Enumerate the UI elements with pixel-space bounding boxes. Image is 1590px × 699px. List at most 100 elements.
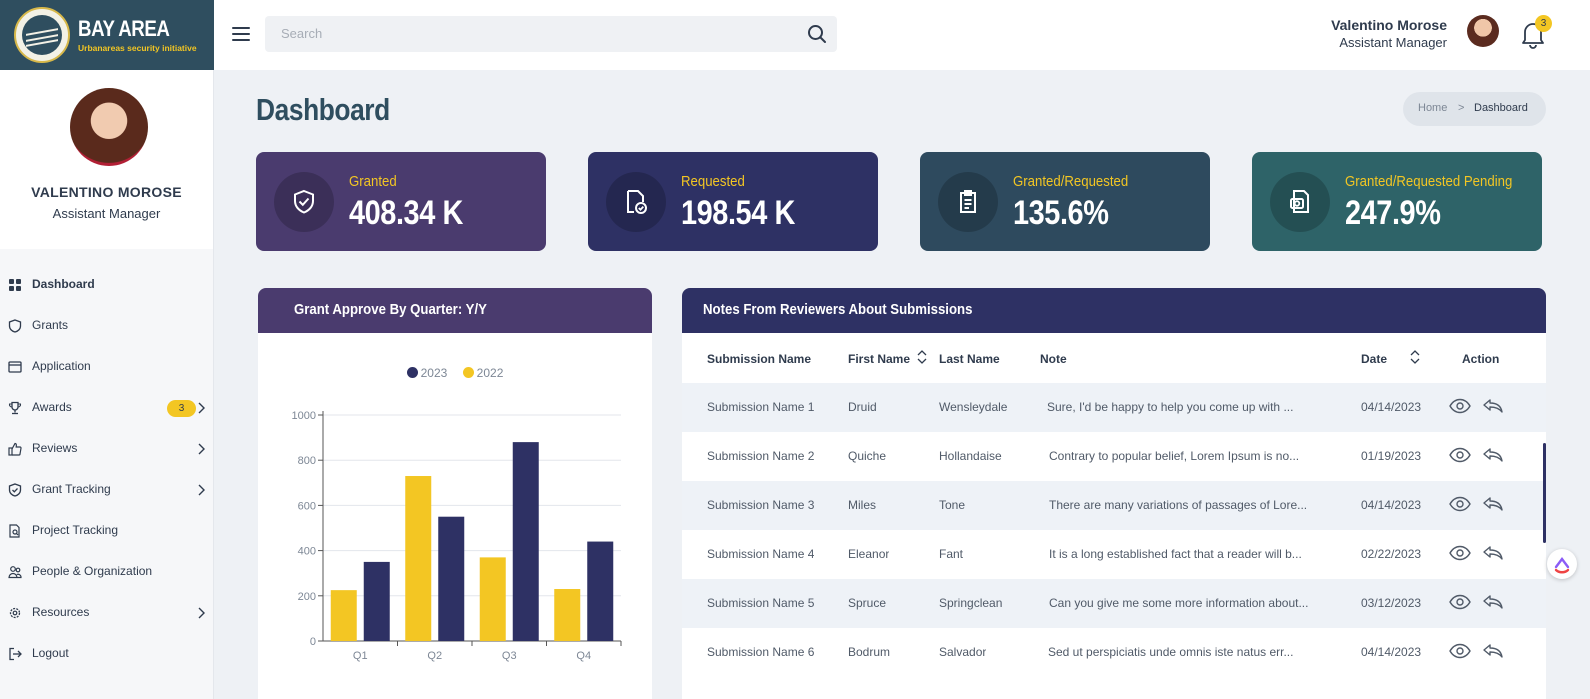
eye-icon[interactable] (1449, 545, 1471, 561)
table-row[interactable]: Submission Name 4 Eleanor Fant It is a l… (682, 530, 1546, 579)
stat-icon-circle (1270, 172, 1330, 232)
eye-icon[interactable] (1449, 594, 1471, 610)
bar-2022-q3 (479, 557, 506, 641)
table-row[interactable]: Submission Name 2 Quiche Hollandaise Con… (682, 432, 1546, 481)
chevron-right-icon[interactable] (197, 607, 205, 619)
cell-note: Contrary to popular belief, Lorem Ipsum … (1049, 449, 1300, 463)
x-tick-label: Q4 (576, 650, 591, 662)
column-header-action: Action (1462, 352, 1500, 366)
page-title: Dashboard (256, 92, 390, 127)
header-avatar[interactable] (1467, 15, 1499, 47)
bar-2023-q3 (512, 442, 539, 641)
reply-icon[interactable] (1482, 643, 1504, 659)
sidebar-item-project-tracking[interactable]: Project Tracking (0, 511, 213, 551)
column-header-date[interactable]: Date (1361, 352, 1388, 366)
brand-logo-icon (14, 7, 70, 63)
column-header-last-name[interactable]: Last Name (939, 352, 1000, 366)
legend-item-2023[interactable]: 2023 (406, 366, 447, 380)
chevron-right-icon[interactable] (197, 443, 205, 455)
brand-title: BAY AREA (78, 16, 170, 41)
reply-icon[interactable] (1482, 545, 1504, 561)
bar-2023-q1 (363, 561, 390, 641)
reply-icon[interactable] (1482, 447, 1504, 463)
brand-subtitle: Urbanareas security initiative (78, 43, 197, 53)
cell-submission: Submission Name 2 (707, 449, 815, 463)
bar-2023-q2 (438, 516, 465, 641)
profile-avatar (70, 88, 148, 166)
y-tick-label: 800 (298, 455, 316, 467)
table-row[interactable]: Submission Name 6 Bodrum Salvador Sed ut… (682, 628, 1546, 677)
sort-icon[interactable] (1410, 349, 1420, 365)
stat-card-granted-requested-pending[interactable]: Granted/Requested Pending 247.9% (1252, 152, 1542, 251)
breadcrumb-current: Dashboard (1474, 102, 1528, 114)
sort-icon[interactable] (917, 349, 927, 365)
column-header-submission-name[interactable]: Submission Name (707, 352, 812, 366)
legend-item-2022[interactable]: 2022 (462, 366, 504, 380)
stat-card-granted[interactable]: Granted 408.34 K (256, 152, 546, 251)
y-tick-label: 400 (298, 546, 316, 558)
header-user-name[interactable]: Valentino Morose (1331, 17, 1447, 33)
sidebar-item-label: People & Organization (32, 564, 153, 578)
chart-card: Grant Approve By Quarter: Y/Y 2023 2022 … (258, 288, 652, 699)
brand-block[interactable]: BAY AREA Urbanareas security initiative (0, 0, 214, 70)
reply-icon[interactable] (1482, 594, 1504, 610)
floating-help-button[interactable] (1547, 549, 1577, 579)
clickup-logo-icon (1554, 557, 1570, 574)
cell-submission: Submission Name 4 (707, 547, 815, 561)
profile-role: Assistant Manager (52, 206, 161, 221)
y-tick-label: 0 (310, 636, 316, 648)
reply-icon[interactable] (1482, 496, 1504, 512)
stat-label: Granted (349, 173, 397, 190)
cell-submission: Submission Name 1 (707, 400, 815, 414)
sidebar-item-awards[interactable]: Awards 3 (0, 388, 213, 428)
column-header-note[interactable]: Note (1040, 352, 1067, 366)
menu-icon[interactable] (232, 27, 250, 41)
shield-icon (8, 319, 22, 333)
eye-icon[interactable] (1449, 398, 1471, 414)
sidebar-item-resources[interactable]: Resources (0, 593, 213, 633)
breadcrumb-separator: > (1458, 102, 1465, 114)
cell-first-name: Eleanor (848, 547, 890, 561)
chevron-right-icon[interactable] (197, 484, 205, 496)
eye-icon[interactable] (1449, 643, 1471, 659)
cell-last-name: Fant (939, 547, 964, 561)
cell-submission: Submission Name 6 (707, 645, 815, 659)
column-header-first-name[interactable]: First Name (848, 352, 911, 366)
profile-card: VALENTINO MOROSE Assistant Manager (0, 70, 213, 249)
bar-2022-q2 (405, 476, 432, 641)
sidebar-item-people-organization[interactable]: People & Organization (0, 552, 213, 592)
sidebar-item-label: Dashboard (32, 277, 95, 291)
cell-last-name: Tone (939, 498, 966, 512)
sidebar-item-logout[interactable]: Logout (0, 634, 213, 674)
notes-table-card: Notes From Reviewers About Submissions S… (682, 288, 1546, 699)
table-row[interactable]: Submission Name 3 Miles Tone There are m… (682, 481, 1546, 530)
browser-window-icon (8, 361, 22, 373)
sidebar-item-label: Reviews (32, 441, 78, 455)
breadcrumb-home-link[interactable]: Home (1418, 102, 1448, 114)
sidebar-item-grant-tracking[interactable]: Grant Tracking (0, 470, 213, 510)
legend-label-2022: 2022 (476, 366, 504, 380)
stat-label: Granted/Requested Pending (1345, 173, 1513, 190)
eye-icon[interactable] (1449, 447, 1471, 463)
chevron-right-icon[interactable] (197, 402, 205, 414)
sidebar-item-reviews[interactable]: Reviews (0, 429, 213, 469)
sidebar-item-dashboard[interactable]: Dashboard (0, 265, 213, 305)
table-scrollbar[interactable] (1543, 443, 1546, 543)
document-check-icon (627, 190, 647, 214)
sidebar-item-application[interactable]: Application (0, 347, 213, 387)
reply-icon[interactable] (1482, 398, 1504, 414)
cell-date: 01/19/2023 (1361, 449, 1422, 463)
cell-date: 04/14/2023 (1361, 498, 1422, 512)
stat-value: 247.9% (1345, 194, 1441, 232)
eye-icon[interactable] (1449, 496, 1471, 512)
table-row[interactable]: Submission Name 1 Druid Wensleydale Sure… (682, 383, 1546, 432)
table-row[interactable]: Submission Name 5 Spruce Springclean Can… (682, 579, 1546, 628)
cell-submission: Submission Name 3 (707, 498, 815, 512)
search-icon[interactable] (807, 24, 827, 44)
thumbs-up-icon (8, 442, 22, 456)
breadcrumb: Home > Dashboard (1403, 92, 1546, 126)
stat-card-granted-requested[interactable]: Granted/Requested 135.6% (920, 152, 1210, 251)
sidebar-item-grants[interactable]: Grants (0, 306, 213, 346)
search-input[interactable]: Search (265, 16, 837, 52)
stat-card-requested[interactable]: Requested 198.54 K (588, 152, 878, 251)
